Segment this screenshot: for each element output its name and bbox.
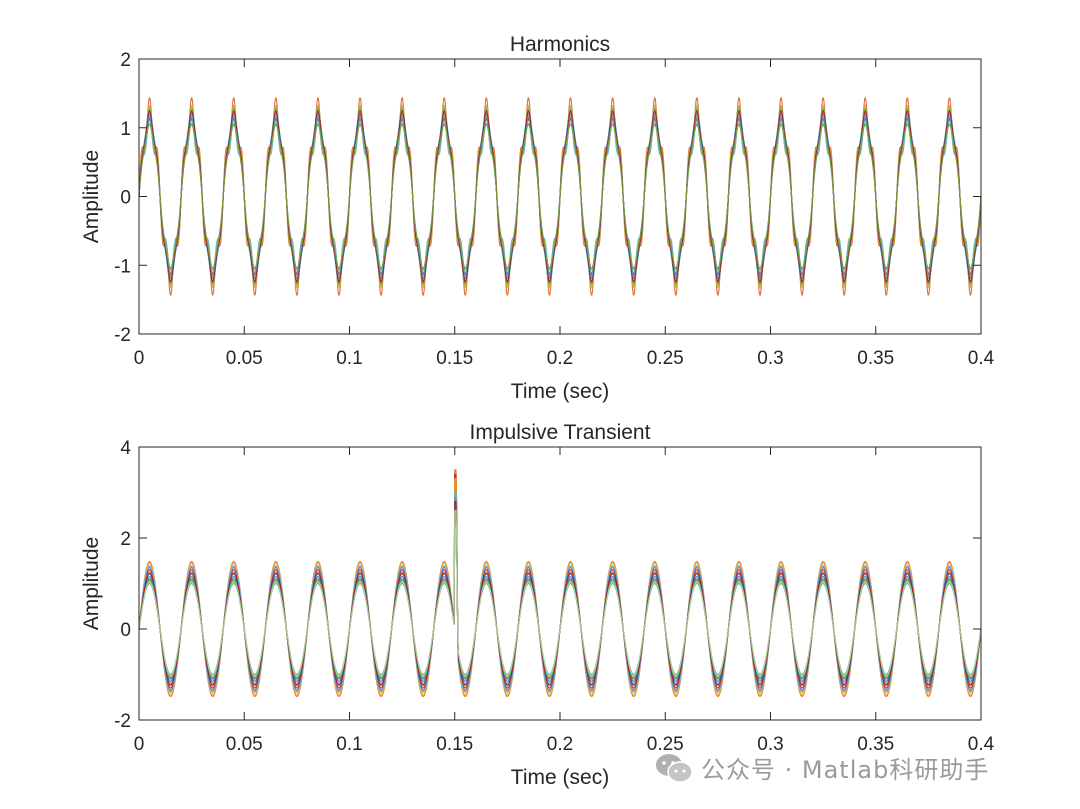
series-line-s8 (139, 501, 981, 682)
axes-box (138, 446, 982, 721)
x-tick-label: 0 (134, 734, 145, 755)
y-tick-label: 1 (120, 119, 131, 140)
y-tick-label: 2 (120, 529, 131, 550)
series-line-s1 (139, 510, 981, 675)
x-axis-label: Time (sec) (511, 380, 609, 403)
plot-title: Harmonics (510, 33, 610, 56)
series-group (139, 469, 981, 697)
y-tick-label: 2 (120, 50, 131, 71)
harmonics-plot: 0 0.05 0.1 0.15 0.2 0.25 0.3 0.35 0.4 2 1 0 -1 -2 Harm… (80, 33, 995, 403)
x-tick-label: 0.05 (226, 734, 263, 755)
watermark-text: 公众号 · Matlab科研助手 (701, 756, 990, 784)
series-line-s15 (139, 123, 981, 270)
series-line-s9 (139, 487, 981, 687)
x-tick-label: 0.15 (436, 348, 473, 369)
series-line-s11 (139, 496, 981, 691)
y-tick-label: 0 (120, 188, 131, 209)
series-line-s15 (139, 510, 981, 676)
series-line-s2 (139, 469, 981, 697)
series-line-s10 (139, 478, 981, 694)
x-tick-label: 0.3 (757, 348, 783, 369)
x-tick-label: 0.25 (647, 734, 684, 755)
x-tick-label: 0.1 (336, 734, 362, 755)
y-tick-label: -2 (114, 711, 131, 732)
x-tick-label: 0.35 (857, 734, 894, 755)
series-line-s7 (139, 473, 981, 689)
watermark: 公众号 · Matlab科研助手 (655, 750, 989, 785)
series-line-s13 (139, 491, 981, 693)
series-line-s14 (139, 501, 981, 685)
x-tick-label: 0.25 (647, 348, 684, 369)
x-tick-label: 0.4 (968, 734, 995, 755)
x-tick-label: 0.3 (757, 734, 783, 755)
series-line-s12 (139, 510, 981, 679)
wechat-icon (656, 753, 693, 783)
series-line-s4 (139, 496, 981, 680)
y-tick-label: -1 (114, 256, 131, 277)
y-axis-label: Amplitude (80, 537, 103, 630)
x-tick-label: 0.15 (436, 734, 473, 755)
series-line-s6 (139, 491, 981, 685)
series-line-s3 (139, 482, 981, 696)
x-tick-label: 0.4 (968, 348, 995, 369)
x-axis-label: Time (sec) (511, 766, 609, 789)
x-tick-label: 0.1 (336, 348, 362, 369)
series-group (139, 97, 981, 296)
x-tick-label: 0.05 (226, 348, 263, 369)
y-axis-label: Amplitude (80, 150, 103, 243)
x-tick-label: 0.35 (857, 348, 894, 369)
x-tick-label: 0.2 (547, 348, 573, 369)
y-tick-label: -2 (114, 325, 131, 346)
y-tick-label: 0 (120, 620, 131, 641)
y-tick-label: 4 (120, 438, 131, 459)
series-line-s5 (139, 505, 981, 678)
x-tick-label: 0.2 (547, 734, 573, 755)
plot-title: Impulsive Transient (470, 421, 651, 444)
x-tick-label: 0 (134, 348, 145, 369)
impulsive-transient-plot: 0 0.05 0.1 0.15 0.2 0.25 0.3 0.35 0.4420-2Impuls… (80, 421, 995, 789)
